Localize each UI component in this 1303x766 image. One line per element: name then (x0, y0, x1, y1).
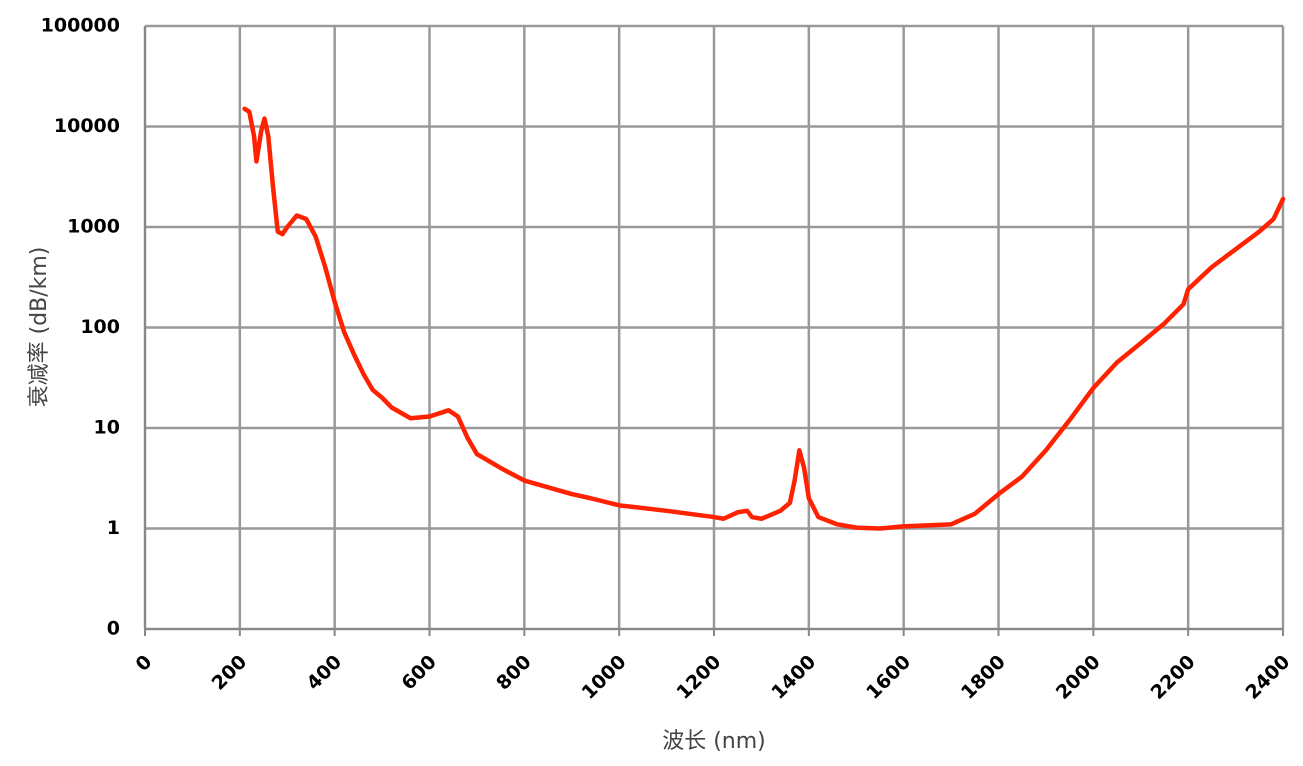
x-tick-label: 400 (302, 651, 346, 695)
x-tick-label: 2200 (1147, 651, 1200, 704)
y-tick-label: 1 (107, 517, 120, 539)
y-tick-label: 10 (94, 417, 120, 439)
x-tick-label: 1400 (767, 651, 820, 704)
x-tick-label: 200 (208, 651, 252, 695)
y-axis-title: 衰减率 (dB/km) (27, 247, 52, 408)
data-line (242, 106, 1286, 531)
x-axis-title: 波长 (nm) (662, 729, 766, 754)
x-tick-label: 1000 (578, 651, 631, 704)
x-tick-label: 600 (397, 651, 441, 695)
y-tick-label: 100 (80, 316, 120, 338)
x-tick-label: 2400 (1241, 651, 1294, 704)
x-tick-label: 2000 (1052, 651, 1105, 704)
y-tick-label: 0 (107, 618, 120, 640)
x-tick-label: 1600 (862, 651, 915, 704)
y-tick-label: 10000 (54, 115, 120, 137)
x-tick-label: 1200 (672, 651, 725, 704)
y-tick-label: 100000 (41, 15, 120, 37)
x-tick-label: 1800 (957, 651, 1010, 704)
x-tick-label: 800 (492, 651, 536, 695)
y-tick-label: 1000 (67, 216, 120, 238)
x-tick-label: 0 (132, 651, 157, 676)
